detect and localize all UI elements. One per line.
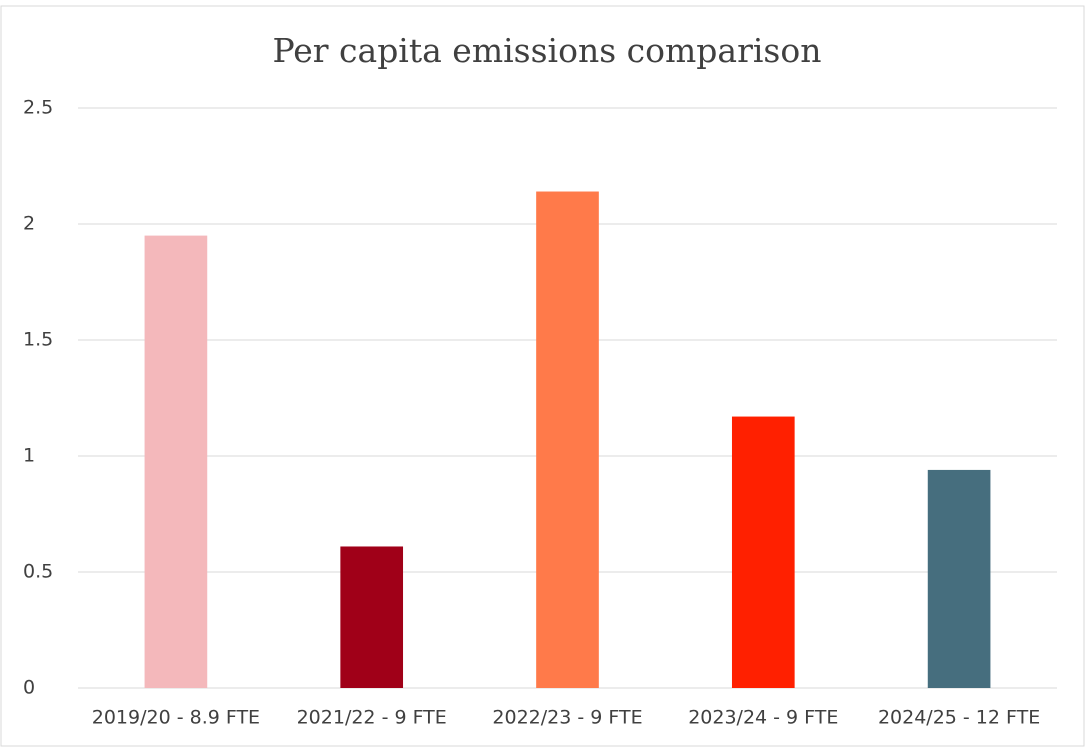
x-tick-label: 2019/20 - 8.9 FTE — [92, 707, 260, 729]
bar — [340, 546, 404, 688]
y-tick-label: 2 — [23, 213, 35, 235]
bar — [927, 469, 991, 688]
chart-title: Per capita emissions comparison — [273, 31, 822, 70]
bar — [144, 235, 208, 688]
y-tick-label: 2.5 — [23, 97, 53, 119]
x-tick-label: 2022/23 - 9 FTE — [492, 707, 642, 729]
x-tick-label: 2024/25 - 12 FTE — [878, 707, 1040, 729]
x-tick-label: 2023/24 - 9 FTE — [688, 707, 838, 729]
y-tick-label: 0 — [23, 677, 35, 699]
y-tick-label: 0.5 — [23, 561, 53, 583]
x-tick-label: 2021/22 - 9 FTE — [297, 707, 447, 729]
y-tick-label: 1.5 — [23, 329, 53, 351]
bar — [536, 191, 599, 688]
y-tick-label: 1 — [23, 445, 35, 467]
bar — [731, 416, 795, 688]
